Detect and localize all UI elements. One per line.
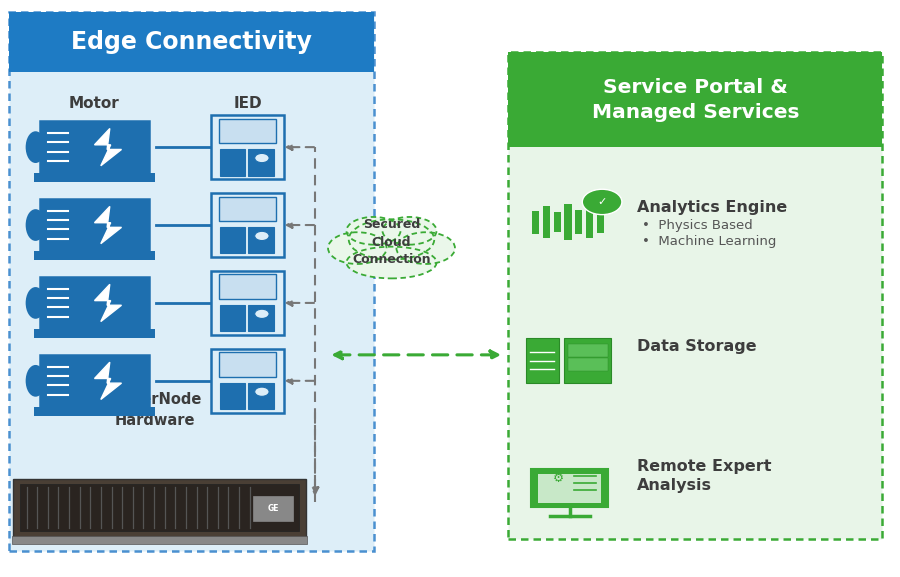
FancyBboxPatch shape (531, 469, 608, 507)
Circle shape (255, 309, 269, 319)
FancyBboxPatch shape (219, 197, 276, 221)
Bar (586, 207, 593, 238)
Ellipse shape (25, 365, 45, 397)
Text: Motor: Motor (69, 96, 120, 111)
Bar (543, 207, 550, 238)
Bar (532, 211, 539, 234)
FancyBboxPatch shape (248, 149, 274, 175)
FancyBboxPatch shape (220, 227, 245, 253)
FancyBboxPatch shape (211, 115, 284, 179)
Ellipse shape (346, 217, 400, 245)
Circle shape (255, 153, 269, 163)
FancyBboxPatch shape (21, 485, 299, 531)
Polygon shape (94, 129, 122, 166)
Text: Data Storage: Data Storage (637, 339, 757, 354)
Polygon shape (94, 284, 122, 321)
FancyBboxPatch shape (248, 227, 274, 253)
FancyBboxPatch shape (219, 119, 276, 143)
FancyBboxPatch shape (526, 338, 559, 383)
Text: PowerNode
Hardware: PowerNode Hardware (108, 392, 202, 428)
FancyBboxPatch shape (568, 344, 608, 357)
Ellipse shape (382, 217, 436, 245)
FancyBboxPatch shape (33, 329, 155, 338)
FancyBboxPatch shape (40, 354, 149, 407)
Text: Analytics Engine: Analytics Engine (637, 200, 788, 215)
Text: Service Portal &
Managed Services: Service Portal & Managed Services (591, 77, 799, 122)
Polygon shape (94, 207, 122, 243)
FancyBboxPatch shape (13, 535, 308, 544)
FancyBboxPatch shape (33, 407, 155, 415)
Text: GE: GE (267, 504, 279, 513)
FancyBboxPatch shape (219, 353, 276, 377)
FancyBboxPatch shape (40, 121, 149, 173)
FancyBboxPatch shape (220, 305, 245, 331)
Text: Edge Connectivity: Edge Connectivity (71, 30, 311, 54)
FancyBboxPatch shape (508, 52, 882, 147)
FancyBboxPatch shape (33, 251, 155, 260)
FancyBboxPatch shape (564, 338, 611, 383)
Text: ⚙: ⚙ (554, 473, 564, 485)
FancyBboxPatch shape (254, 496, 293, 521)
FancyBboxPatch shape (33, 173, 155, 182)
Ellipse shape (25, 209, 45, 241)
Ellipse shape (328, 232, 387, 264)
Ellipse shape (349, 219, 434, 260)
Text: ✓: ✓ (598, 197, 607, 207)
FancyBboxPatch shape (211, 193, 284, 257)
Text: IED: IED (233, 96, 262, 111)
Ellipse shape (25, 287, 45, 319)
FancyBboxPatch shape (248, 305, 274, 331)
Circle shape (255, 231, 269, 241)
FancyBboxPatch shape (220, 383, 245, 409)
FancyBboxPatch shape (40, 277, 149, 329)
Bar (575, 210, 582, 234)
FancyBboxPatch shape (14, 479, 306, 537)
Text: •  Physics Based: • Physics Based (642, 219, 752, 231)
FancyBboxPatch shape (9, 12, 374, 551)
Polygon shape (94, 362, 122, 399)
FancyBboxPatch shape (211, 271, 284, 335)
FancyBboxPatch shape (248, 383, 274, 409)
Ellipse shape (396, 232, 454, 264)
FancyBboxPatch shape (220, 149, 245, 175)
Circle shape (582, 189, 622, 215)
Text: Secured
Cloud
Connection: Secured Cloud Connection (352, 218, 431, 267)
FancyBboxPatch shape (568, 358, 608, 371)
Bar (597, 211, 604, 233)
FancyBboxPatch shape (538, 474, 601, 503)
Ellipse shape (346, 247, 436, 279)
Circle shape (255, 387, 269, 396)
FancyBboxPatch shape (508, 52, 882, 539)
Ellipse shape (25, 131, 45, 163)
Text: Remote Expert
Analysis: Remote Expert Analysis (637, 459, 771, 493)
FancyBboxPatch shape (211, 349, 284, 413)
Bar (564, 204, 572, 240)
Text: •  Machine Learning: • Machine Learning (642, 235, 776, 248)
FancyBboxPatch shape (9, 12, 374, 72)
Bar (554, 212, 561, 233)
FancyBboxPatch shape (40, 198, 149, 251)
FancyBboxPatch shape (219, 275, 276, 299)
